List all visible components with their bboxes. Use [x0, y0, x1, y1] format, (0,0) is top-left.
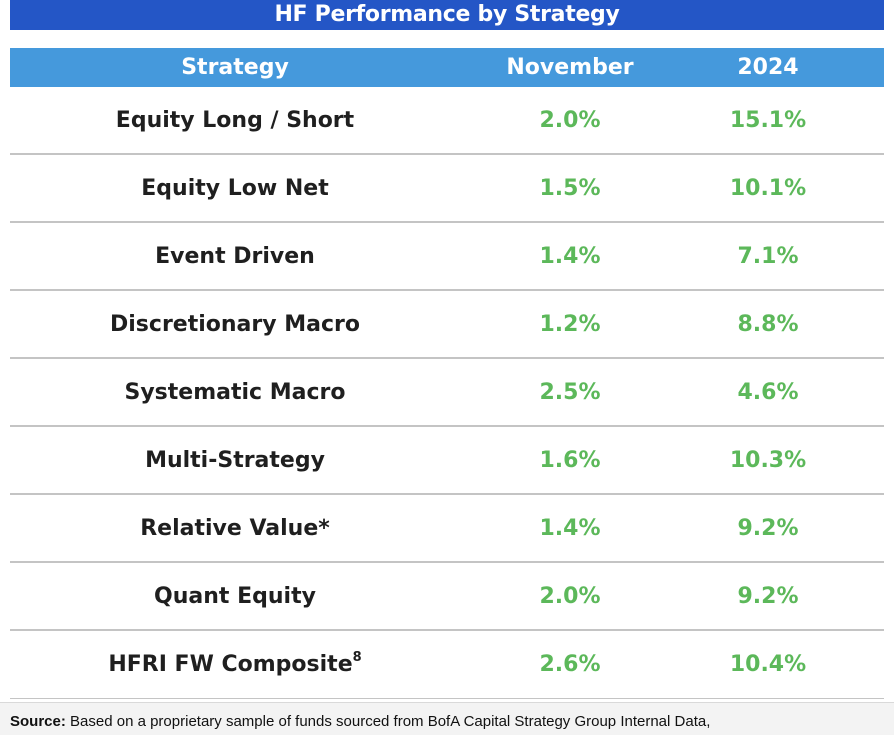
november-return: 1.6% [539, 448, 601, 473]
strategy-name: Multi-Strategy [145, 448, 325, 473]
strategy-name-with-footnote: HFRI FW Composite8 [20, 631, 450, 699]
strategy-name: Quant Equity [154, 584, 316, 609]
strategy-name: Equity Long / Short [115, 108, 355, 133]
table-title: HF Performance by Strategy [10, 0, 884, 30]
table-body: Equity Long / Short 2.0% 15.1% Equity Lo… [10, 87, 884, 699]
table-header-row: Strategy November 2024 [10, 48, 884, 87]
november-return: 1.4% [539, 516, 601, 541]
table-row: Multi-Strategy 1.6% 10.3% [10, 427, 884, 495]
strategy-name: HFRI FW Composite [108, 652, 353, 677]
table-row: HFRI FW Composite8 2.6% 10.4% [10, 631, 884, 699]
footnote-marker: 8 [352, 649, 362, 665]
source-label: Source: [10, 713, 66, 730]
november-return: 2.0% [539, 584, 601, 609]
ytd-2024-return: 9.2% [737, 584, 799, 609]
ytd-2024-return: 10.3% [729, 448, 807, 473]
november-return: 2.6% [539, 652, 601, 677]
table-row: Quant Equity 2.0% 9.2% [10, 563, 884, 631]
table-row: Relative Value* 1.4% 9.2% [10, 495, 884, 563]
november-return: 1.4% [539, 244, 601, 269]
source-note: Source: Based on a proprietary sample of… [10, 713, 894, 730]
november-return: 1.5% [539, 176, 601, 201]
strategy-name: Equity Low Net [141, 176, 329, 201]
november-return: 2.5% [539, 380, 601, 405]
ytd-2024-return: 4.6% [737, 380, 799, 405]
ytd-2024-return: 15.1% [729, 108, 807, 133]
table-row: Event Driven 1.4% 7.1% [10, 223, 884, 291]
ytd-2024-return: 10.1% [729, 176, 807, 201]
table-row: Equity Low Net 1.5% 10.1% [10, 155, 884, 223]
source-text: Based on a proprietary sample of funds s… [65, 713, 711, 730]
strategy-name: Event Driven [155, 244, 315, 269]
source-band [0, 702, 894, 735]
table-row: Discretionary Macro 1.2% 8.8% [10, 291, 884, 359]
strategy-name: Systematic Macro [124, 380, 346, 405]
november-return: 2.0% [539, 108, 601, 133]
ytd-2024-return: 7.1% [737, 244, 799, 269]
ytd-2024-return: 9.2% [737, 516, 799, 541]
ytd-2024-return: 8.8% [737, 312, 799, 337]
ytd-2024-return: 10.4% [729, 652, 807, 677]
table-row: Equity Long / Short 2.0% 15.1% [10, 87, 884, 155]
header-november: November [506, 55, 634, 80]
november-return: 1.2% [539, 312, 601, 337]
header-strategy: Strategy [181, 55, 289, 80]
table-row: Systematic Macro 2.5% 4.6% [10, 359, 884, 427]
strategy-name: Relative Value* [140, 516, 330, 541]
header-2024: 2024 [737, 55, 799, 80]
strategy-name: Discretionary Macro [110, 312, 360, 337]
